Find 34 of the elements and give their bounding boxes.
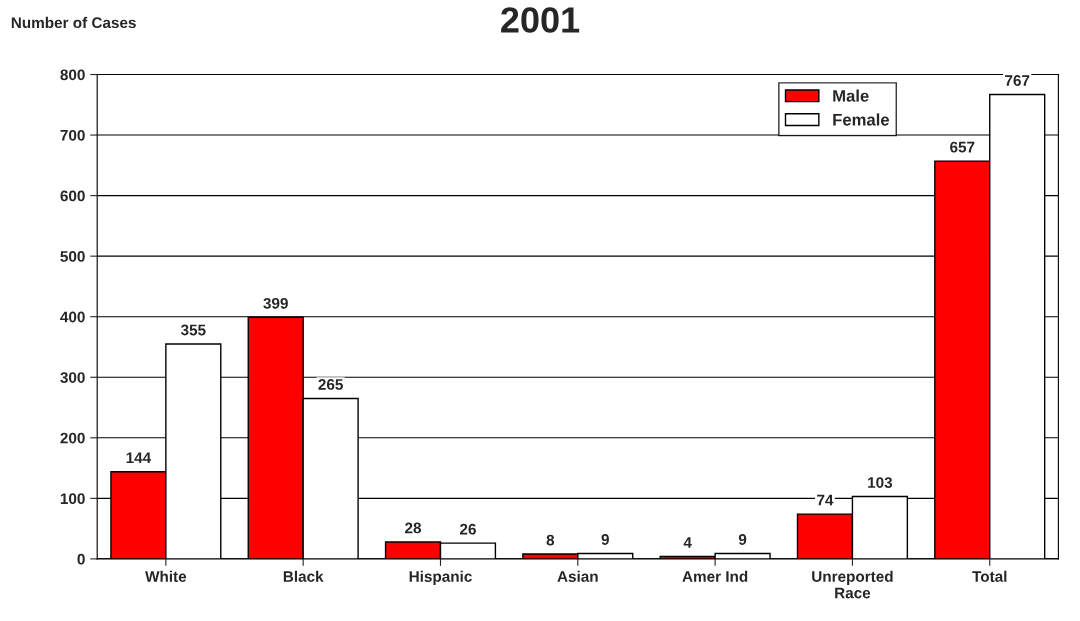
data-label: 8 [546,534,555,546]
y-tick-label: 300 [60,372,85,383]
y-axis-title: Number of Cases [11,16,136,29]
x-tick-label: Asian [557,570,598,582]
data-label: 144 [126,452,152,463]
x-tick-label: Unreported Race [812,570,893,599]
data-label: 355 [180,324,206,336]
data-label: 657 [950,141,975,153]
data-label: 9 [738,534,747,545]
data-label: 9 [601,534,609,545]
data-label: 26 [459,523,476,535]
data-label: 399 [263,297,288,309]
y-tick-label: 100 [60,493,85,505]
data-label: 28 [405,522,422,534]
data-label: 767 [1005,75,1030,86]
y-tick-label: 800 [60,69,85,81]
data-label: 4 [683,537,692,548]
x-tick-label: Hispanic [409,570,472,585]
x-tick-label: Black [283,570,324,582]
x-tick-label: Total [972,570,1007,582]
data-label: 265 [318,379,343,390]
legend-label: Female [833,113,890,126]
data-label: 103 [868,477,893,488]
x-tick-label: White [145,570,187,582]
legend-label: Male [833,89,869,102]
y-tick-label: 200 [60,432,85,444]
y-tick-label: 400 [60,311,85,323]
y-tick-label: 600 [60,190,85,202]
y-tick-label: 0 [77,553,85,565]
data-label: 74 [817,494,834,506]
y-tick-label: 700 [60,129,85,141]
chart-title: 2001 [501,7,580,33]
y-tick-label: 500 [60,251,85,262]
x-tick-label: Amer Ind [682,570,748,582]
